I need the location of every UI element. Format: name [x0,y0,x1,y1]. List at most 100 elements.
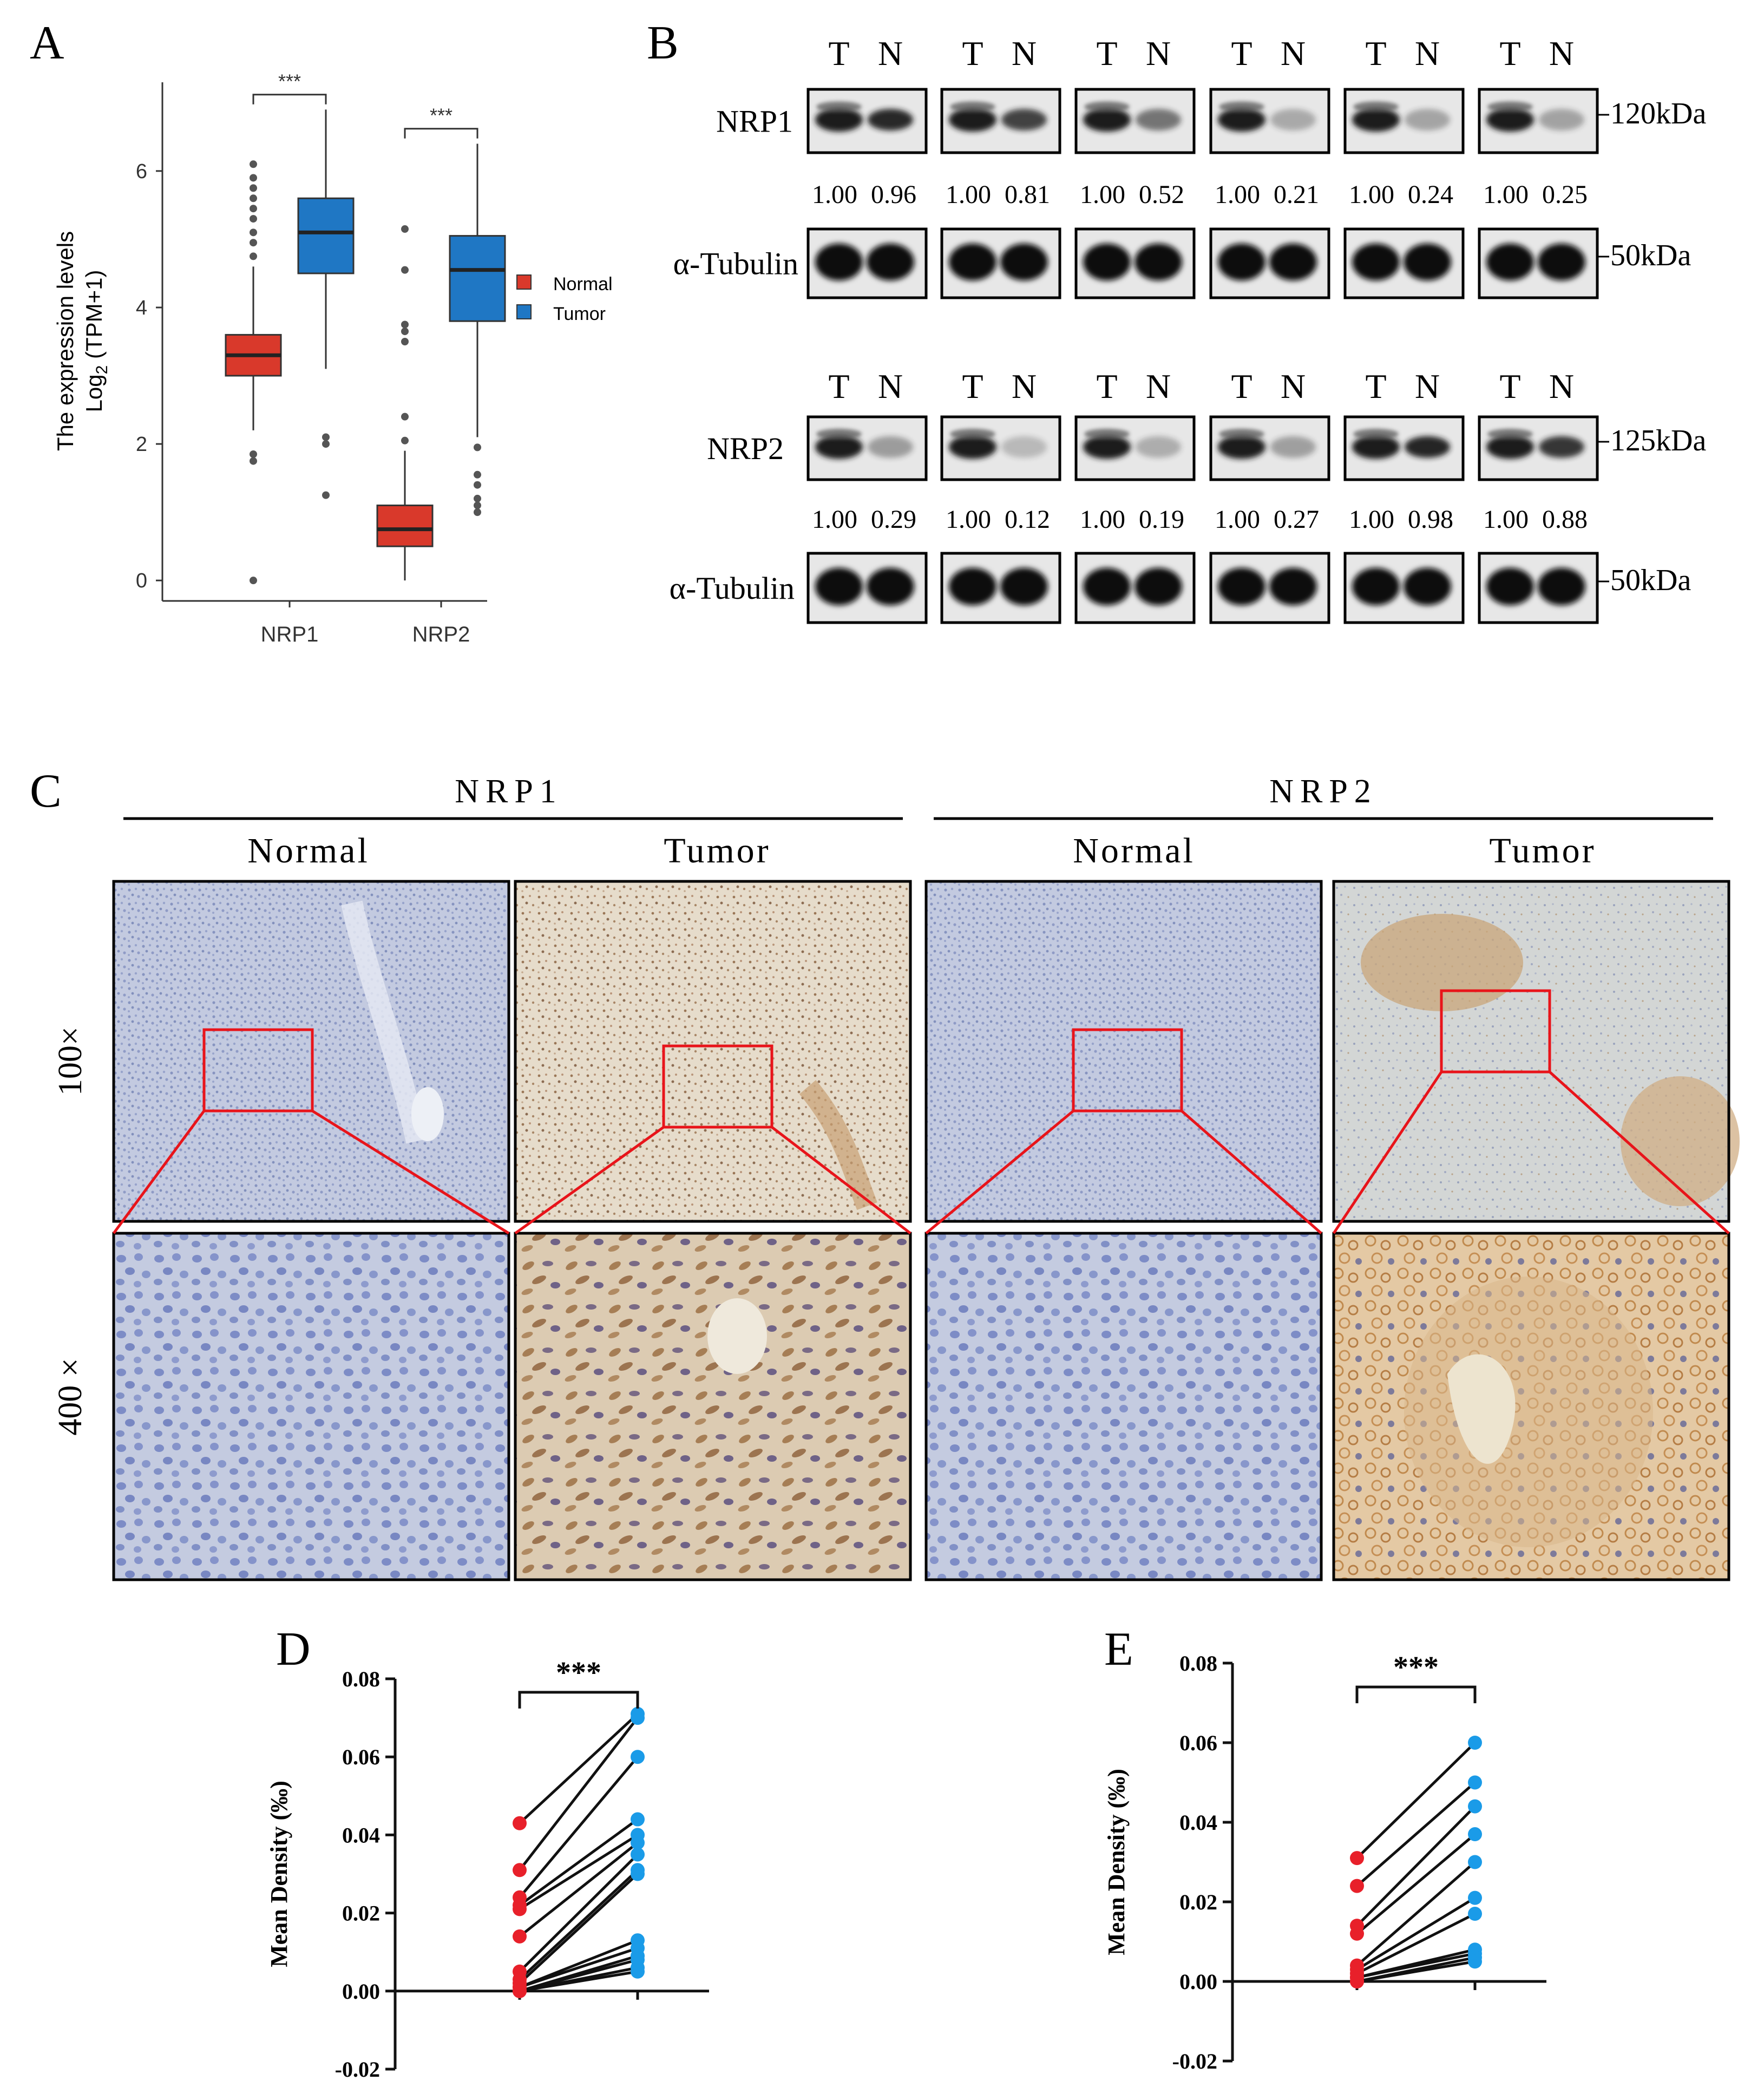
outlier-point [401,328,409,336]
lane-label-t: T [1096,367,1117,405]
outlier-point [250,194,257,202]
lane-label-t: T [962,367,983,405]
densitometry-ratio-n: 0.96 [871,180,916,209]
lane-label-n: N [1281,367,1306,405]
legend-a: Normal Tumor [516,274,613,324]
x-tick-label: Normal [1318,2084,1396,2087]
outlier-point [250,252,257,260]
band-t [1352,435,1400,459]
band-tubulin [1135,567,1182,605]
point-tumor [631,1964,645,1979]
band-tubulin [1083,567,1131,605]
point-tumor [1468,1890,1482,1905]
band-tubulin [1000,567,1048,605]
y-tick-label: 0.06 [1179,1731,1217,1755]
zoom-guide-line [311,1109,510,1235]
band-t-upper [1084,428,1130,440]
point-tumor [1468,1954,1482,1969]
lane-label-n: N [878,34,903,73]
band-tubulin [1000,243,1048,281]
col-label-nrp2-normal: Normal [1073,831,1195,871]
x-tick-label: Tumor [1440,2084,1510,2087]
y-tick-label: 0.00 [342,1979,380,2004]
significance-bracket [252,94,327,104]
significance-bracket [1355,1685,1477,1704]
ihc-frame-400x [924,1232,1323,1581]
ihc-micrographs [112,880,1740,1581]
band-t [1218,435,1265,459]
lane-label-n: N [1415,34,1440,73]
pair-line [519,1947,638,1988]
ihc-frame-100x [112,880,510,1223]
densitometry-ratio-n: 0.24 [1408,180,1453,209]
densitometry-ratio-n: 0.25 [1542,180,1588,209]
band-n [868,109,913,131]
band-n [1001,436,1047,458]
band-tubulin [1538,567,1585,605]
densitometry-ratio-t: 1.00 [812,180,857,209]
band-n [1136,109,1181,131]
densitometry-ratio-t: 1.00 [1483,180,1529,209]
outlier-point [250,160,257,168]
densitometry-ratio-t: 1.00 [1215,505,1260,534]
zoom-guide-line [112,1110,206,1234]
densitometry-ratio-n: 0.88 [1542,505,1588,534]
band-n [1001,109,1047,131]
y-tick-label: 0.08 [1179,1651,1217,1676]
col-label-nrp2-tumor: Tumor [1489,831,1596,871]
point-tumor [631,1835,645,1850]
blot-size-label: 50kDa [1610,239,1691,272]
significance-stars: *** [556,1656,601,1690]
band-t [1083,108,1131,132]
band-t-upper [1353,428,1399,440]
lane-label-n: N [1146,367,1171,405]
band-t-upper [816,428,862,440]
point-normal [1350,1851,1364,1866]
point-normal [1350,1974,1364,1988]
zoom-guide-line [1549,1071,1730,1234]
panel-a-label: A [30,17,64,69]
x-tick-label: NRP2 [412,623,470,646]
blot-protein-label: α-Tubulin [673,246,798,282]
outlier-point [250,239,257,247]
band-tubulin [1218,567,1265,605]
ihc-image-400x [515,1233,910,1580]
band-t-upper [1219,428,1264,440]
point-normal [1350,1879,1364,1893]
outlier-point [250,174,257,182]
outlier-point [401,413,409,421]
zoom-guide-line [925,1110,1074,1234]
ihc-frame-400x [1332,1232,1730,1581]
lane-label-t: T [1096,34,1117,73]
band-t [949,108,996,132]
densitometry-ratio-n: 0.27 [1274,505,1319,534]
densitometry-ratio-t: 1.00 [1080,505,1125,534]
col-label-nrp1-tumor: Tumor [664,831,770,871]
tissue-tumor-nest [1621,1076,1740,1206]
ihc-frame-400x [514,1232,912,1581]
blot-size-label: 120kDa [1610,97,1706,130]
ihc-image-100x [926,881,1321,1221]
band-t [1486,435,1534,459]
y-tick-label: 0.00 [1179,1970,1217,1994]
densitometry-ratio-t: 1.00 [946,505,991,534]
band-tubulin [867,567,914,605]
band-n [1270,109,1316,131]
outlier-point [250,450,257,458]
y-tick-label: -0.02 [1172,2049,1217,2073]
point-tumor [631,1812,645,1827]
densitometry-ratio-n: 0.29 [871,505,916,534]
band-t [815,108,863,132]
panel-e-label: E [1104,1623,1133,1676]
pair-line [519,1818,639,1907]
y-tick-label: 0 [136,570,147,592]
lane-label-t: T [1365,367,1386,405]
blot-size-label: 50kDa [1610,564,1691,597]
pair-line [1356,1960,1476,1983]
point-normal [513,1816,527,1830]
densitometry-ratio-n: 0.52 [1139,180,1184,209]
band-t-upper [1084,101,1130,113]
band-n [1405,109,1450,131]
band-tubulin [1135,243,1182,281]
densitometry-ratio-t: 1.00 [1349,180,1394,209]
